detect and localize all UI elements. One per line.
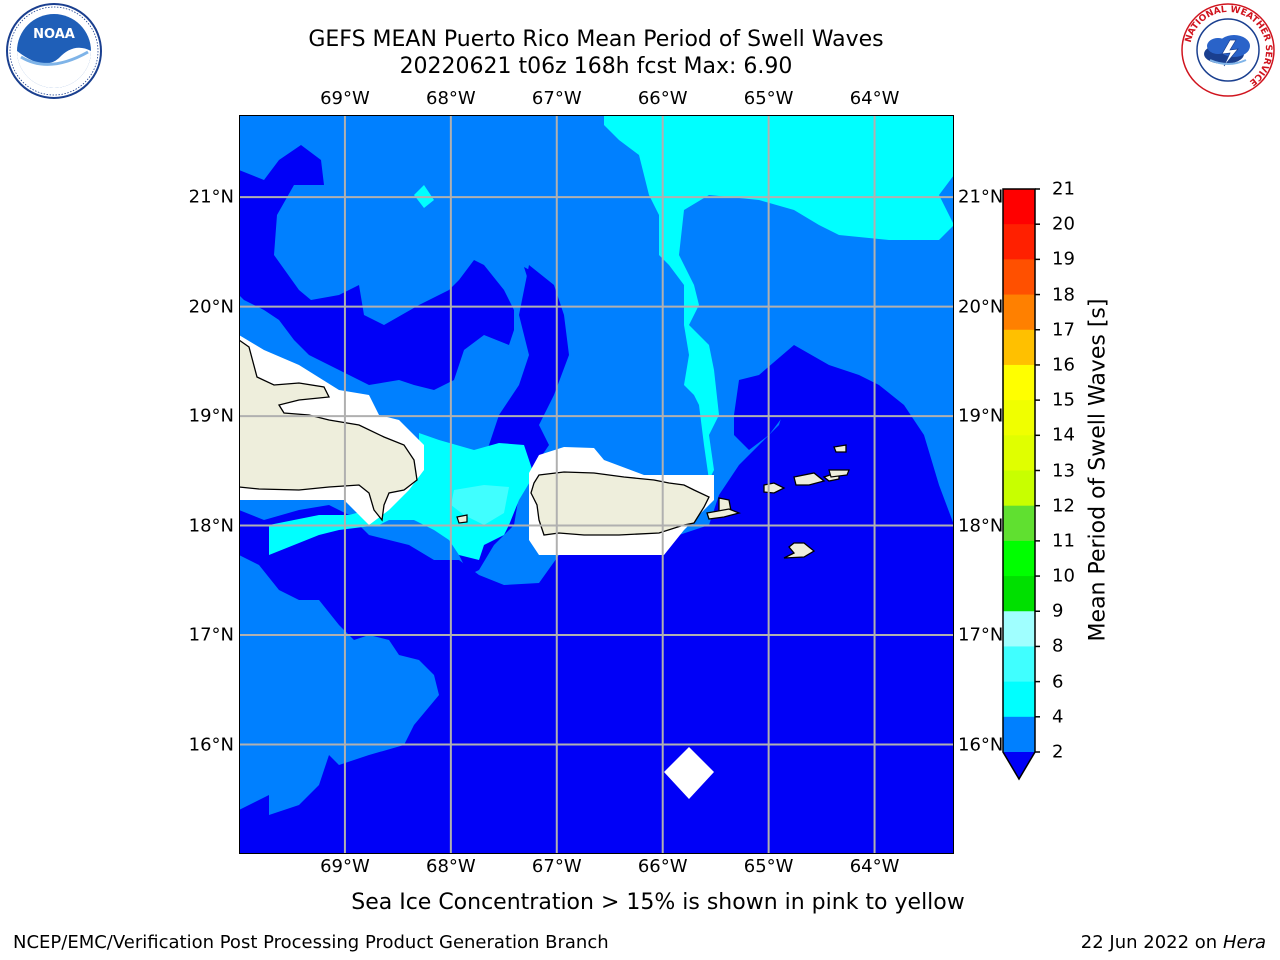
latitude-tick-label: 16°N [958, 734, 1004, 756]
footer-branch: NCEP/EMC/Verification Post Processing Pr… [13, 932, 609, 953]
colorbar-label: 20 [1052, 213, 1075, 235]
colorbar-block [1003, 716, 1035, 753]
colorbar-block [1003, 540, 1035, 577]
latitude-tick-label: 16°N [188, 734, 234, 756]
colorbar-label: 21 [1052, 178, 1075, 200]
colorbar-block [1003, 294, 1035, 331]
colorbar-label: 13 [1052, 460, 1075, 481]
colorbar-label: 2 [1052, 741, 1064, 763]
colorbar-label: 6 [1052, 671, 1064, 693]
longitude-tick-label: 65°W [743, 856, 794, 877]
colorbar-block [1003, 189, 1035, 225]
colorbar-block [1003, 400, 1035, 436]
map-gridlines [239, 115, 954, 854]
colorbar [1002, 188, 1040, 781]
colorbar-label: 9 [1052, 600, 1064, 622]
colorbar-under-extension [1003, 752, 1035, 779]
latitude-tick-label: 21°N [188, 186, 234, 208]
colorbar-label: 19 [1052, 248, 1075, 270]
colorbar-title: Mean Period of Swell Waves [s] [1085, 298, 1111, 642]
latitude-tick-label: 19°N [188, 405, 234, 427]
longitude-tick-label: 64°W [849, 88, 900, 109]
longitude-tick-label: 67°W [531, 88, 582, 109]
longitude-tick-label: 64°W [849, 856, 900, 877]
longitude-tick-label: 69°W [320, 856, 370, 877]
nws-logo-icon: NATIONAL WEATHER SERVICE [1181, 3, 1275, 97]
colorbar-block [1003, 681, 1035, 718]
footer-host: Hera [1222, 932, 1266, 953]
colorbar-block [1003, 576, 1035, 612]
colorbar-label: 11 [1052, 530, 1075, 552]
sea-ice-note: Sea Ice Concentration > 15% is shown in … [351, 890, 965, 915]
colorbar-label: 17 [1052, 319, 1075, 341]
colorbar-label: 8 [1052, 635, 1064, 657]
colorbar-block [1003, 646, 1035, 683]
land-masses [239, 339, 847, 559]
latitude-tick-label: 19°N [958, 405, 1004, 427]
swell-period-map [239, 115, 954, 854]
longitude-tick-label: 66°W [637, 88, 688, 109]
colorbar-block [1003, 435, 1035, 471]
colorbar-block [1003, 470, 1035, 507]
latitude-tick-label: 18°N [958, 515, 1004, 537]
colorbar-label: 16 [1052, 354, 1075, 376]
small-islets [456, 469, 850, 524]
colorbar-label: 10 [1052, 565, 1075, 587]
footer-date-host: 22 Jun 2022 on Hera [1081, 932, 1266, 953]
colorbar-label: 14 [1052, 424, 1075, 446]
longitude-tick-label: 66°W [637, 856, 688, 877]
colorbar-block [1003, 611, 1035, 647]
colorbar-block [1003, 259, 1035, 296]
longitude-tick-label: 68°W [425, 856, 476, 877]
colorbar-block [1003, 505, 1035, 542]
latitude-tick-label: 17°N [958, 624, 1004, 646]
latitude-tick-label: 21°N [958, 186, 1004, 208]
longitude-tick-label: 69°W [320, 88, 370, 109]
latitude-tick-label: 20°N [188, 296, 234, 318]
footer-date: 22 Jun 2022 on [1080, 932, 1218, 953]
longitude-tick-label: 67°W [531, 856, 582, 877]
colorbar-block [1003, 329, 1035, 366]
colorbar-block [1003, 364, 1035, 401]
latitude-tick-label: 17°N [188, 624, 234, 646]
longitude-tick-label: 65°W [743, 88, 794, 109]
map-subtitle: 20220621 t06z 168h fcst Max: 6.90 [399, 54, 793, 79]
map-title: GEFS MEAN Puerto Rico Mean Period of Swe… [308, 27, 884, 52]
period-below-2-regions [239, 145, 954, 854]
longitude-tick-label: 68°W [425, 88, 476, 109]
colorbar-block [1003, 224, 1035, 260]
latitude-tick-label: 18°N [188, 515, 234, 537]
colorbar-label: 15 [1052, 389, 1075, 411]
noaa-logo-icon: NOAA [6, 3, 102, 99]
colorbar-label: 12 [1052, 495, 1075, 517]
colorbar-label: 18 [1052, 284, 1075, 306]
latitude-tick-label: 20°N [958, 296, 1004, 318]
colorbar-label: 4 [1052, 706, 1064, 728]
noaa-logo-text: NOAA [33, 27, 75, 42]
